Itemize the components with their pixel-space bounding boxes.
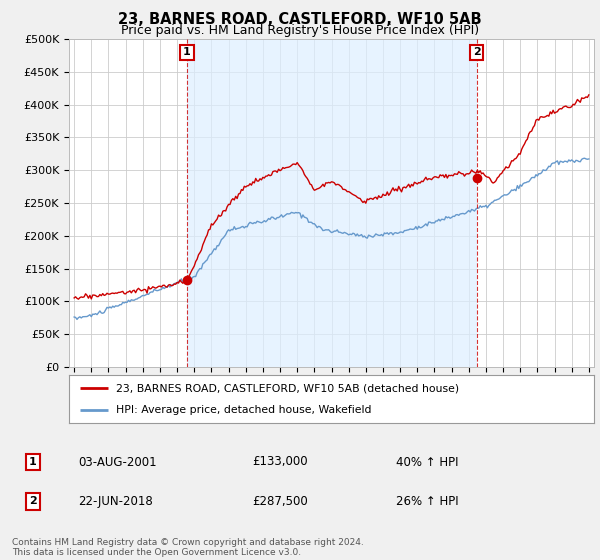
Text: £287,500: £287,500 <box>252 494 308 508</box>
Bar <box>187 39 477 367</box>
Text: 1: 1 <box>183 47 191 57</box>
Text: 2: 2 <box>473 47 481 57</box>
Text: Contains HM Land Registry data © Crown copyright and database right 2024.
This d: Contains HM Land Registry data © Crown c… <box>12 538 364 557</box>
Text: 26% ↑ HPI: 26% ↑ HPI <box>396 494 458 508</box>
Text: Price paid vs. HM Land Registry's House Price Index (HPI): Price paid vs. HM Land Registry's House … <box>121 24 479 37</box>
Text: £133,000: £133,000 <box>252 455 308 469</box>
Text: 23, BARNES ROAD, CASTLEFORD, WF10 5AB: 23, BARNES ROAD, CASTLEFORD, WF10 5AB <box>118 12 482 27</box>
Text: 1: 1 <box>29 457 37 467</box>
Text: 22-JUN-2018: 22-JUN-2018 <box>78 494 153 508</box>
Text: HPI: Average price, detached house, Wakefield: HPI: Average price, detached house, Wake… <box>116 405 372 415</box>
Text: 03-AUG-2001: 03-AUG-2001 <box>78 455 157 469</box>
Text: 2: 2 <box>29 496 37 506</box>
Text: 23, BARNES ROAD, CASTLEFORD, WF10 5AB (detached house): 23, BARNES ROAD, CASTLEFORD, WF10 5AB (d… <box>116 383 460 393</box>
Text: 40% ↑ HPI: 40% ↑ HPI <box>396 455 458 469</box>
